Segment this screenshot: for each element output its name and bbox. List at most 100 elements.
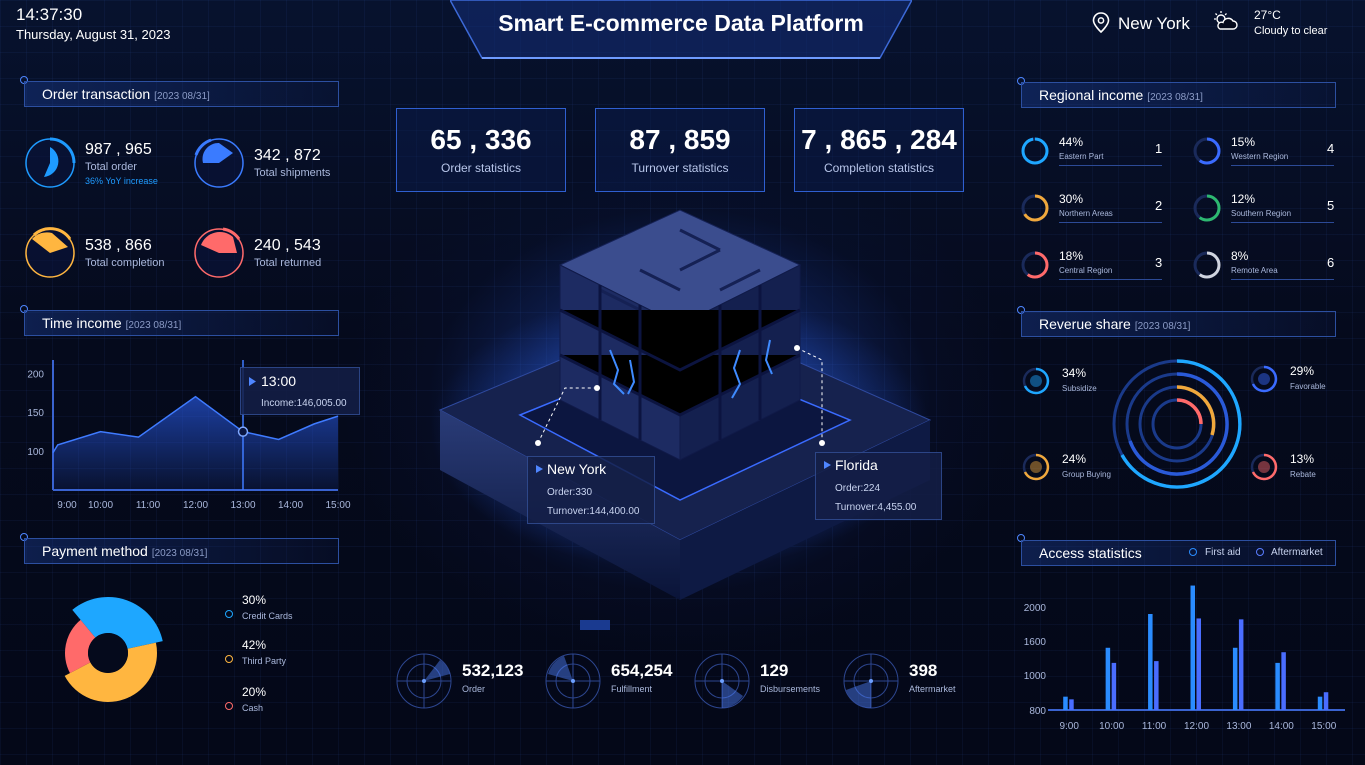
region-label: Remote Area (1231, 266, 1278, 275)
y-tick-label: 1000 (1024, 671, 1047, 682)
page-title: Smart E-commerce Data Platform (498, 10, 864, 36)
x-tick-label: 12:00 (183, 500, 208, 511)
y-tick-label: 200 (27, 369, 44, 380)
total-shipments-label: Total shipments (254, 167, 331, 179)
section-period: [2023 08/31] (154, 91, 210, 102)
kpi-turnover-statistics: 87 , 859 Turnover statistics (595, 108, 765, 192)
bar (1111, 662, 1117, 710)
region-label: Southern Region (1231, 209, 1292, 218)
x-tick-label: 9:00 (1059, 721, 1079, 732)
y-tick-label: 150 (27, 408, 44, 419)
total-order-gauge (25, 137, 76, 188)
bottom-stat-label: Fulfillment (611, 684, 653, 694)
payment-pct-third: 42% (242, 638, 267, 652)
partly-cloudy-icon (1214, 11, 1238, 30)
bar (1317, 696, 1323, 710)
revenue-pct: 24% (1062, 452, 1087, 466)
bar (1148, 614, 1153, 710)
map-connector-lines (535, 345, 825, 446)
temperature: 27°C (1254, 8, 1281, 22)
title-frame (450, 0, 912, 59)
bar (1323, 692, 1329, 710)
location-city: New York (1118, 14, 1190, 33)
regional-item: 15% Western Region 4 (1193, 135, 1336, 167)
revenue-label: Group Buying (1062, 470, 1111, 479)
region-rank: 2 (1155, 198, 1163, 213)
kpi-order-statistics: 65 , 336 Order statistics (396, 108, 566, 192)
payment-pct-cash: 20% (242, 685, 267, 699)
total-returned-gauge (194, 227, 244, 278)
region-label: Eastern Part (1059, 152, 1104, 161)
section-title: Regional income (1039, 87, 1144, 103)
x-tick-label: 15:00 (1311, 721, 1336, 732)
x-tick-label: 10:00 (1099, 721, 1124, 732)
divider (1059, 165, 1162, 166)
divider (1231, 165, 1334, 166)
donut-slice (72, 597, 163, 649)
regional-item: 12% Southern Region 5 (1193, 192, 1336, 224)
region-rank: 3 (1155, 255, 1163, 270)
region-pct: 15% (1231, 135, 1256, 149)
total-returned-label: Total returned (254, 257, 322, 269)
progress-ring (1021, 251, 1049, 279)
x-tick-label: 11:00 (136, 500, 161, 511)
clock-date: Thursday, August 31, 2023 (16, 27, 171, 42)
regional-income-header: Regional income [2023 08/31] (1021, 82, 1336, 108)
bar (1232, 647, 1238, 710)
total-shipments-gauge (194, 138, 244, 188)
total-order-label: Total order (85, 161, 137, 173)
region-pct: 12% (1231, 192, 1256, 206)
tooltip-city: New York (547, 461, 607, 477)
payment-label-cash: Cash (242, 703, 264, 713)
payment-pct-credit: 30% (242, 593, 267, 607)
section-title: Reverue share (1039, 316, 1131, 332)
bar (1238, 619, 1244, 710)
kpi-label: Order statistics (440, 161, 521, 175)
section-period: [2023 08/31] (1134, 321, 1191, 332)
total-order-value: 987 , 965 (85, 141, 152, 158)
revenue-ring-icon (1250, 365, 1278, 393)
payment-method-header: Payment method [2023 08/31] (24, 538, 339, 564)
section-period: [2023 08/31] (125, 320, 182, 331)
revenue-label: Subsidize (1062, 384, 1097, 393)
region-pct: 18% (1059, 249, 1084, 263)
time-income-header: Time income [2023 08/31] (24, 310, 339, 336)
tooltip-turnover: Turnover:4,455.00 (835, 502, 917, 513)
highlight-point (237, 426, 249, 437)
tooltip-income: Income:146,005.00 (261, 398, 347, 409)
section-period: [2023 08/31] (1147, 92, 1203, 103)
tooltip-city: Florida (835, 457, 878, 473)
x-tick-label: 11:00 (1142, 721, 1167, 732)
section-title: Time income (42, 315, 122, 331)
kpi-value: 65 , 336 (430, 124, 532, 155)
region-pct: 8% (1231, 249, 1249, 263)
revenue-pct: 29% (1290, 364, 1315, 378)
x-tick-label: 9:00 (57, 500, 77, 511)
total-completion-value: 538 , 866 (85, 237, 152, 254)
x-tick-label: 13:00 (230, 500, 255, 511)
donut-slice (64, 642, 157, 702)
bottom-stat-label: Disbursements (760, 684, 821, 694)
kpi-completion-statistics: 7 , 865 , 284 Completion statistics (794, 108, 964, 192)
x-tick-label: 12:00 (1184, 721, 1209, 732)
bottom-stat-label: Order (462, 684, 486, 694)
bar (1190, 585, 1195, 710)
regional-item: 44% Eastern Part 1 (1021, 135, 1164, 167)
legend-marker (1256, 548, 1264, 556)
bottom-stat-value: 129 (760, 661, 789, 680)
income-line (52, 395, 339, 454)
progress-ring (1193, 194, 1221, 222)
divider (1231, 222, 1334, 223)
section-title: Payment method (42, 543, 148, 559)
revenue-ring-icon (1022, 453, 1050, 481)
progress-ring (1193, 251, 1221, 279)
x-tick-label: 14:00 (278, 500, 303, 511)
progress-ring (1021, 137, 1049, 165)
payment-label-third: Third Party (242, 656, 287, 666)
clock-time: 14:37:30 (16, 5, 83, 24)
legend-marker (225, 655, 233, 663)
y-tick-label: 1600 (1024, 637, 1047, 648)
x-tick-label: 13:00 (1226, 721, 1251, 732)
x-tick-label: 14:00 (1269, 721, 1294, 732)
regional-item: 8% Remote Area 6 (1193, 249, 1336, 281)
